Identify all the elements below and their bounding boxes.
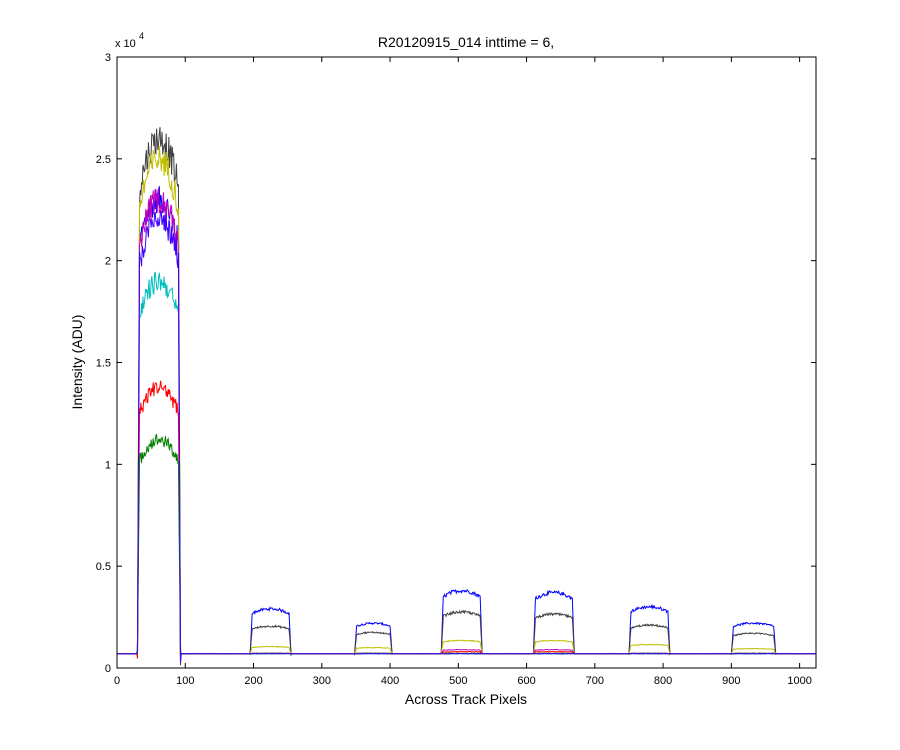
chart-title: R20120915_014 inttime = 6, [378,34,554,50]
x-tick-label-200: 200 [244,675,262,687]
y-tick-label-20000: 2 [105,256,111,268]
y-exponent-power: 4 [139,31,144,41]
x-axis-label: Across Track Pixels [405,691,527,707]
x-tick-label-700: 700 [586,675,604,687]
y-tick-label-0: 0 [105,663,111,675]
x-tick-label-300: 300 [313,675,331,687]
x-tick-label-900: 900 [722,675,740,687]
x-tick-label-0: 0 [114,675,120,687]
y-tick-label-15000: 1.5 [96,358,111,370]
series-layer [116,127,817,666]
x-tick-label-100: 100 [176,675,194,687]
x-tick-label-800: 800 [654,675,672,687]
plot-frame [116,56,817,669]
x-tick-label-400: 400 [381,675,399,687]
y-exponent-label: x 10 [115,38,136,50]
y-tick-label-25000: 2.5 [96,154,111,166]
plot-area [117,57,816,668]
x-tick-label-600: 600 [517,675,535,687]
y-tick-label-30000: 3 [105,52,111,64]
x-tick-label-500: 500 [449,675,467,687]
y-tick-label-10000: 1 [105,459,111,471]
series-line-8 [116,210,817,662]
y-tick-label-5000: 0.5 [96,561,111,573]
x-tick-label-1000: 1000 [787,675,811,687]
y-axis-label: Intensity (ADU) [69,315,85,410]
